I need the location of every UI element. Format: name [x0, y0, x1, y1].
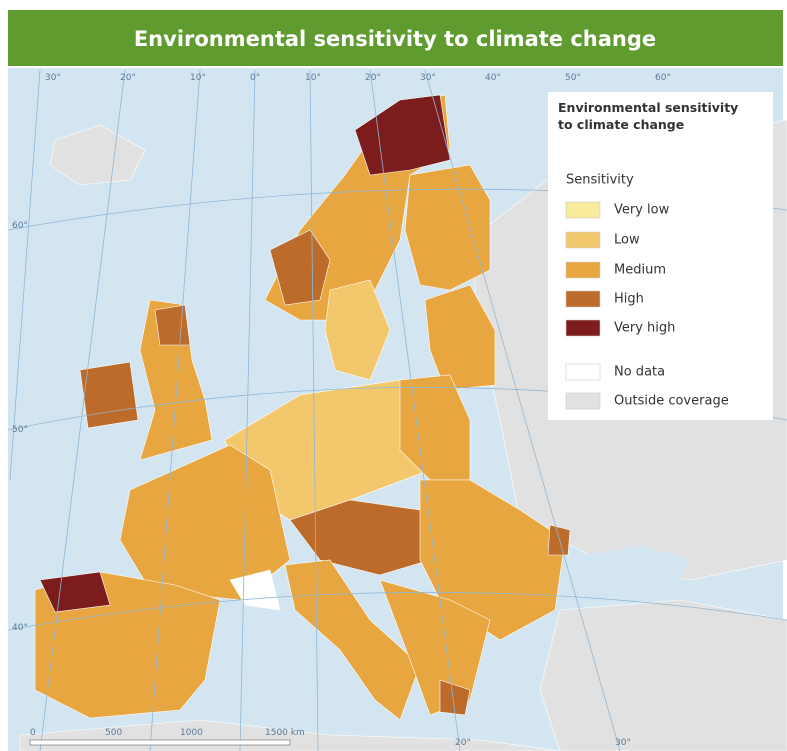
graticule-label: 10° — [190, 73, 206, 83]
anatolia — [540, 600, 787, 751]
legend-swatch — [566, 320, 600, 336]
legend-label: Low — [614, 233, 640, 248]
header-title: Environmental sensitivity to climate cha… — [134, 27, 656, 51]
scale-bar-rect — [30, 740, 290, 745]
legend-swatch — [566, 232, 600, 248]
graticule-label: 60° — [12, 221, 28, 231]
graticule-label: 20° — [455, 738, 471, 748]
legend: Environmental sensitivity to climate chan… — [548, 92, 773, 420]
graticule-label: 10° — [305, 73, 321, 83]
legend-title-text: Environmental sensitivity — [558, 100, 738, 115]
legend-label: No data — [614, 365, 665, 380]
legend-swatch — [566, 393, 600, 409]
legend-label: Very high — [614, 321, 675, 336]
scale-label: 0 — [30, 728, 36, 738]
danube-delta — [548, 525, 570, 555]
graticule-label: 30° — [615, 738, 631, 748]
graticule-label: 30° — [420, 73, 436, 83]
scale-label: 500 — [105, 728, 122, 738]
ireland — [80, 362, 138, 428]
graticule-label: 20° — [120, 73, 136, 83]
graticule-label: 40° — [485, 73, 501, 83]
legend-swatch — [566, 291, 600, 307]
scotland — [155, 305, 190, 345]
legend-title-line: to climate change — [558, 117, 684, 132]
legend-label: Very low — [614, 203, 670, 218]
graticule-label: 50° — [12, 425, 28, 435]
legend-swatch — [566, 202, 600, 218]
graticule-label: 50° — [565, 73, 581, 83]
legend-label: Medium — [614, 263, 666, 278]
graticule-label: 30° — [45, 73, 61, 83]
graticule-label: 40° — [12, 623, 28, 633]
graticule-label: 60° — [655, 73, 671, 83]
legend-subtitle: Sensitivity — [566, 173, 634, 188]
legend-label: Outside coverage — [614, 394, 729, 409]
scale-label: 1000 — [180, 728, 203, 738]
legend-label: High — [614, 292, 644, 307]
graticule-label: 20° — [365, 73, 381, 83]
finland — [405, 165, 490, 290]
legend-swatch — [566, 262, 600, 278]
legend-swatch — [566, 364, 600, 380]
scale-label: 1500 km — [265, 728, 305, 738]
map-figure: Environmental sensitivity to climate cha… — [0, 0, 787, 751]
graticule-label: 0° — [250, 73, 260, 83]
